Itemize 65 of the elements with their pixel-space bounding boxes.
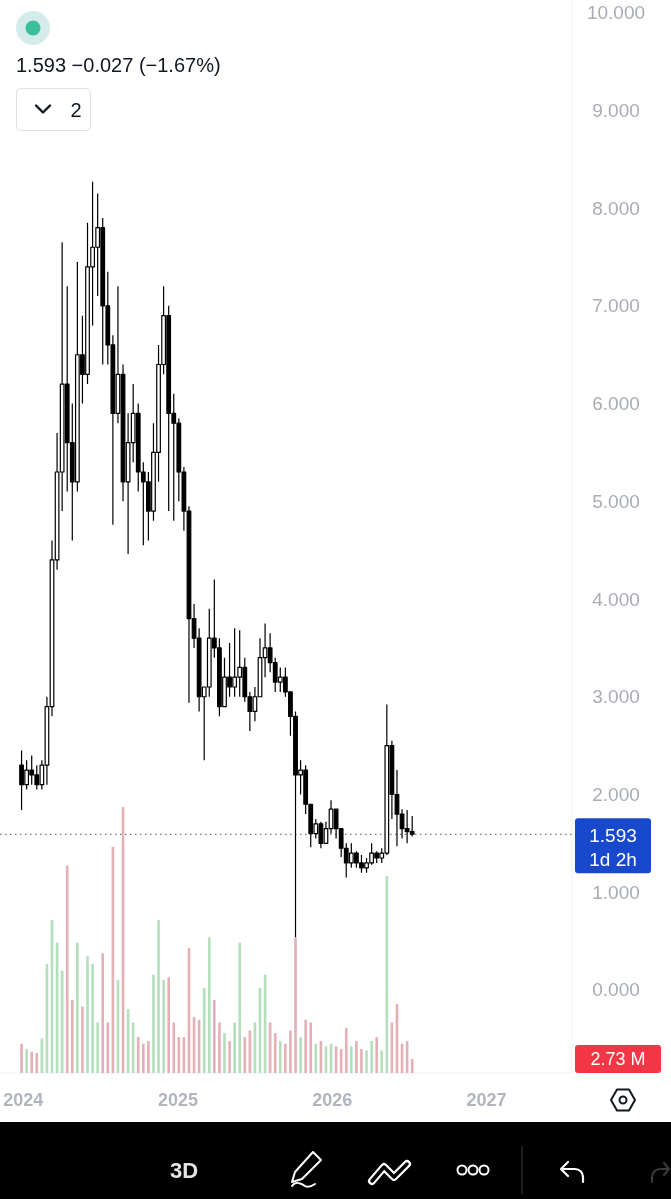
text: 1.593 −0.027 (−1.67%) [16, 54, 221, 76]
y-tick-label: 2.000 [592, 783, 640, 805]
y-tick-label: 9.000 [592, 99, 640, 121]
bar [147, 1041, 150, 1073]
bar [243, 1037, 247, 1073]
y-tick-label: 3.000 [592, 686, 640, 708]
bar [30, 1051, 34, 1073]
x-tick-label: 2026 [312, 1090, 353, 1110]
bar [76, 942, 79, 1073]
bar [223, 1033, 226, 1073]
annotation: 2 [70, 99, 82, 121]
bar [25, 1049, 28, 1073]
y-tick-label: 0.000 [592, 979, 640, 1001]
text: 2.73 M [590, 1048, 646, 1069]
y-tick-label: 4.000 [592, 588, 640, 610]
bar [370, 1041, 373, 1073]
x-tick-label: 2024 [3, 1090, 44, 1110]
y-tick-label: 10.000 [586, 2, 646, 24]
bar [365, 1050, 368, 1073]
bar [207, 937, 211, 1073]
bar [152, 974, 155, 1073]
y-tick-label: 8.000 [592, 197, 640, 219]
text: 1d 2h [589, 848, 637, 870]
bar [136, 1037, 140, 1073]
bar [213, 999, 216, 1073]
bar [20, 1043, 23, 1073]
bar [309, 1022, 313, 1073]
bar [218, 1022, 221, 1073]
bar [101, 953, 105, 1073]
bar [70, 999, 74, 1073]
y-tick-label: 1.000 [592, 881, 640, 903]
bar [65, 865, 69, 1073]
bar [91, 963, 94, 1073]
bar [360, 1049, 363, 1073]
y-tick-label: 5.000 [592, 490, 640, 512]
bar [157, 920, 160, 1073]
bar [162, 979, 165, 1073]
ref-line-label: 1.593 [589, 824, 637, 846]
text: 3D [169, 1157, 199, 1183]
bar [96, 1022, 99, 1073]
bar [167, 977, 170, 1073]
bar [142, 1043, 145, 1073]
bar [233, 1022, 236, 1073]
x-tick-label: 2027 [466, 1090, 507, 1110]
bar [35, 1053, 39, 1073]
bar [238, 942, 242, 1073]
bar [81, 1006, 84, 1073]
bar [289, 1030, 292, 1073]
bar [172, 1022, 176, 1073]
bar [284, 1043, 287, 1073]
bar [273, 1033, 277, 1073]
bar [350, 1046, 353, 1073]
y-tick-label: 7.000 [592, 295, 640, 317]
bar [304, 1019, 307, 1073]
bar [375, 1037, 378, 1073]
x-tick-label: 2025 [157, 1090, 199, 1110]
y-tick-label: 6.000 [592, 393, 640, 415]
bar [344, 1027, 348, 1073]
bar [86, 955, 89, 1073]
bar [294, 937, 297, 1073]
bar [278, 1041, 282, 1073]
bar [380, 1050, 384, 1073]
bar [299, 1037, 302, 1073]
bar [228, 1041, 231, 1073]
bar [355, 1041, 358, 1073]
